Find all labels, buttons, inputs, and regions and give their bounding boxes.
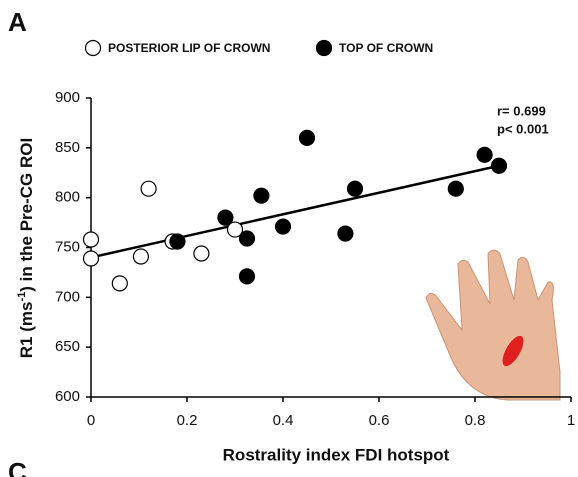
- y-axis-label-part: -1: [16, 292, 28, 302]
- point: [346, 180, 364, 197]
- point: [82, 231, 100, 248]
- y-tick-label: 800: [55, 189, 80, 206]
- point: [140, 180, 157, 197]
- hotspot: [502, 335, 524, 367]
- x-tick-label: 0: [87, 412, 95, 429]
- x-tick-label: 0.4: [273, 412, 294, 429]
- panel-label: A: [8, 7, 27, 37]
- legend-label: TOP OF CROWN: [339, 41, 433, 55]
- regression-line: [90, 164, 500, 259]
- x-axis-label: Rostrality index FDI hotspot: [223, 445, 450, 464]
- y-tick-label: 750: [55, 238, 80, 255]
- y-tick-label: 650: [55, 338, 80, 355]
- hand-illustration: [425, 249, 561, 401]
- point: [238, 268, 256, 285]
- x-tick-label: 0.2: [177, 412, 198, 429]
- legend-label: POSTERIOR LIP OF CROWN: [108, 41, 270, 55]
- annotation: r= 0.699: [497, 103, 546, 118]
- x-tick-label: 0.8: [465, 412, 486, 429]
- point: [169, 233, 186, 250]
- y-axis-label: R1 (ms-1) in the Pre-CG ROI: [16, 138, 37, 358]
- y-tick-label: 850: [55, 139, 80, 156]
- point: [447, 180, 464, 197]
- x-tick-label: 0.6: [369, 412, 390, 429]
- point: [274, 218, 292, 235]
- point: [226, 221, 244, 238]
- y-tick-label: 900: [55, 89, 80, 106]
- point: [238, 230, 256, 247]
- point: [217, 209, 234, 226]
- point: [298, 129, 316, 146]
- y-tick-label: 600: [55, 388, 80, 405]
- point: [193, 245, 210, 262]
- point: [253, 187, 270, 204]
- point: [111, 275, 128, 292]
- x-tick-label: 1: [567, 412, 575, 429]
- point: [82, 250, 100, 267]
- hand: [425, 249, 561, 401]
- point: [337, 225, 354, 242]
- legend-marker: [315, 39, 333, 57]
- point: [132, 248, 150, 265]
- y-axis-label-part: ) in the Pre-CG ROI: [17, 138, 36, 292]
- y-tick-label: 700: [55, 288, 80, 305]
- legend-marker: [84, 39, 102, 57]
- point: [490, 157, 508, 174]
- panel-label: C: [8, 457, 27, 477]
- y-axis-label-part: R1 (ms: [17, 302, 36, 359]
- point: [476, 146, 493, 163]
- annotation: p< 0.001: [497, 121, 549, 136]
